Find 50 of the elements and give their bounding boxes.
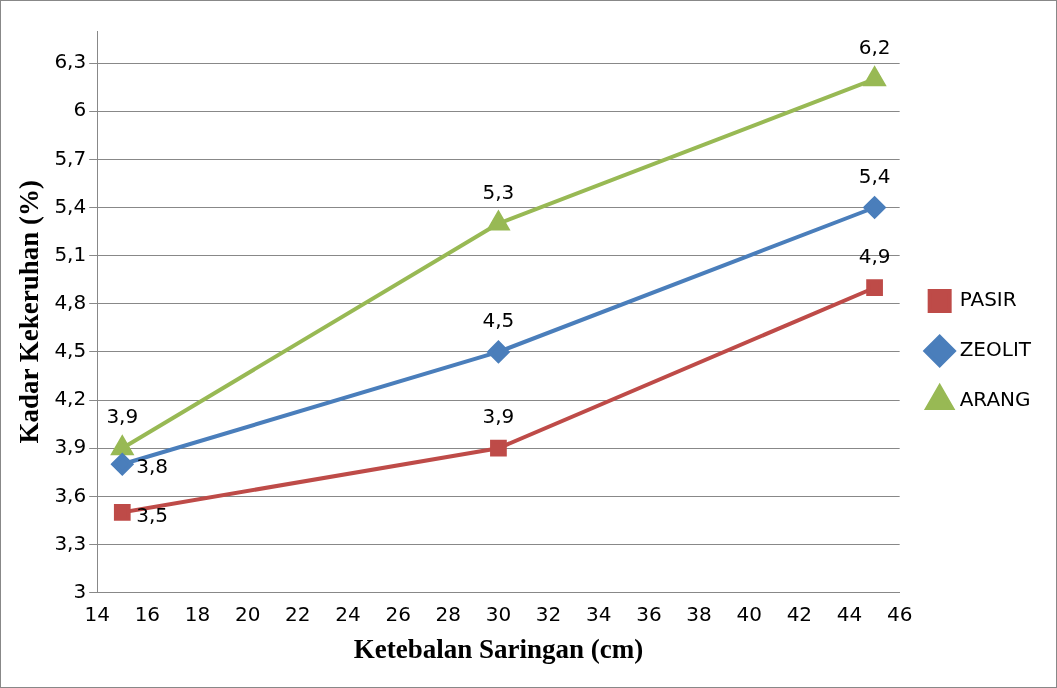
x-tick-label: 32: [535, 601, 562, 626]
y-tick-label: 3,6: [54, 482, 87, 507]
y-tick-label: 5,7: [54, 145, 87, 170]
x-tick-label: 46: [886, 601, 913, 626]
data-label: 4,9: [858, 243, 891, 268]
y-tick-label: 5,1: [54, 241, 87, 266]
x-tick-label: 30: [485, 601, 512, 626]
x-tick-label: 26: [385, 601, 411, 626]
data-label: 3,5: [136, 502, 169, 527]
x-tick-label: 28: [435, 601, 462, 626]
legend-label: ZEOLIT: [959, 337, 1032, 362]
y-tick-label: 4,5: [54, 338, 87, 363]
data-label: 4,5: [482, 308, 515, 333]
y-tick-label: 4,2: [54, 386, 87, 411]
x-tick-label: 14: [84, 601, 110, 626]
y-tick-label: 3: [73, 578, 87, 603]
y-tick-label: 6: [73, 97, 87, 122]
x-tick-label: 20: [234, 601, 261, 626]
x-tick-label: 36: [636, 601, 662, 626]
data-label: 5,3: [482, 179, 515, 204]
y-tick-label: 3,3: [54, 530, 87, 555]
x-tick-label: 22: [285, 601, 311, 626]
x-tick-label: 42: [786, 601, 813, 626]
point: [863, 196, 886, 219]
x-tick-label: 34: [586, 601, 612, 626]
x-axis-title: Ketebalan Saringan (cm): [353, 633, 644, 664]
data-label: 6,2: [858, 35, 891, 60]
point: [866, 279, 883, 297]
point: [863, 67, 886, 87]
x-tick-label: 44: [836, 601, 863, 626]
data-label: 3,9: [482, 404, 515, 429]
data-label: 3,8: [136, 454, 169, 479]
y-tick-label: 4,8: [54, 289, 87, 314]
data-label: 3,9: [106, 404, 139, 429]
x-tick-label: 24: [335, 601, 361, 626]
x-tick-label: 38: [686, 601, 712, 626]
x-tick-label: 18: [184, 601, 211, 626]
y-tick-label: 5,4: [54, 193, 87, 218]
y-tick-label: 3,9: [54, 434, 87, 459]
point: [487, 340, 510, 363]
data-label: 5,4: [858, 163, 891, 188]
x-tick-label: 16: [134, 601, 161, 626]
y-tick-label: 6,3: [54, 49, 87, 74]
y-axis-title: Kadar Kekeruhan (%): [14, 180, 45, 444]
point: [490, 439, 507, 457]
point: [111, 453, 134, 476]
x-tick-label: 40: [736, 601, 762, 626]
legend-label: ARANG: [959, 387, 1031, 412]
legend-label: PASIR: [959, 287, 1017, 312]
point: [113, 504, 131, 521]
